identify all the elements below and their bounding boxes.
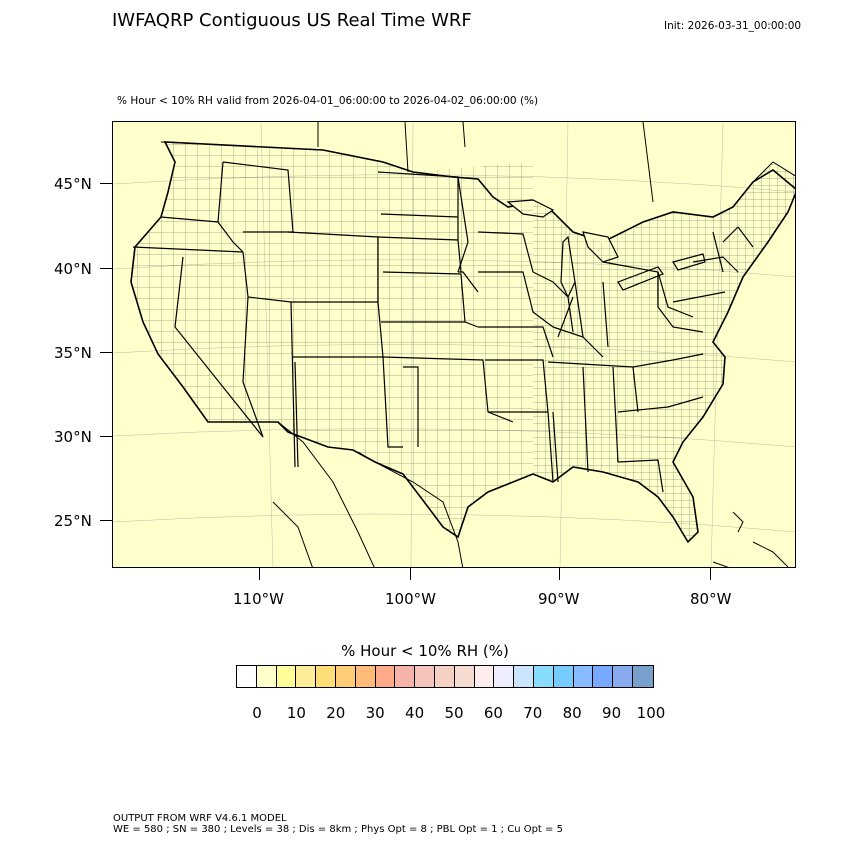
colorbar-title: % Hour < 10% RH (%) — [341, 642, 509, 660]
county-lines — [131, 142, 795, 542]
colorbar-box — [375, 666, 396, 687]
lon-label-80: 80°W — [690, 590, 732, 608]
lat-tick — [100, 436, 112, 437]
colorbar-box — [474, 666, 495, 687]
colorbar — [236, 665, 654, 688]
colorbar-tick-label: 30 — [365, 704, 385, 722]
colorbar-box — [237, 666, 257, 687]
map-drawing — [113, 122, 795, 567]
colorbar-box — [613, 666, 633, 687]
colorbar-box — [632, 666, 653, 687]
colorbar-box — [573, 666, 594, 687]
us-map — [112, 121, 796, 568]
plot-title: IWFAQRP Contiguous US Real Time WRF — [112, 10, 472, 31]
colorbar-box — [256, 666, 277, 687]
colorbar-tick-label: 80 — [562, 704, 582, 722]
colorbar-box — [316, 666, 336, 687]
lat-tick — [100, 268, 112, 269]
colorbar-tick-label: 90 — [602, 704, 622, 722]
lat-label-30: 30°N — [54, 428, 92, 446]
lat-label-40: 40°N — [54, 260, 92, 278]
colorbar-tick-label: 0 — [252, 704, 262, 722]
lon-tick — [259, 568, 260, 580]
colorbar-box — [553, 666, 574, 687]
lat-tick — [100, 183, 112, 184]
colorbar-box — [355, 666, 376, 687]
colorbar-tick-label: 10 — [286, 704, 306, 722]
lat-label-45: 45°N — [54, 175, 92, 193]
colorbar-tick-label: 100 — [636, 704, 666, 722]
colorbar-box — [514, 666, 534, 687]
colorbar-box — [276, 666, 297, 687]
lon-label-100: 100°W — [385, 590, 436, 608]
colorbar-box — [494, 666, 515, 687]
lon-tick — [710, 568, 711, 580]
lat-tick — [100, 520, 112, 521]
model-info: OUTPUT FROM WRF V4.6.1 MODEL — [113, 813, 287, 824]
field-description: % Hour < 10% RH valid from 2026-04-01_06… — [117, 95, 539, 107]
colorbar-tick-label: 50 — [444, 704, 464, 722]
model-options: WE = 580 ; SN = 380 ; Levels = 38 ; Dis … — [113, 824, 563, 835]
lat-tick — [100, 352, 112, 353]
colorbar-box — [415, 666, 435, 687]
init-time: Init: 2026-03-31_00:00:00 — [664, 20, 802, 32]
colorbar-box — [533, 666, 554, 687]
colorbar-box — [335, 666, 356, 687]
lat-label-35: 35°N — [54, 344, 92, 362]
lon-tick — [410, 568, 411, 580]
colorbar-box — [593, 666, 614, 687]
lon-label-110: 110°W — [233, 590, 284, 608]
colorbar-box — [395, 666, 416, 687]
lon-label-90: 90°W — [538, 590, 580, 608]
islands — [712, 511, 789, 567]
colorbar-box — [434, 666, 455, 687]
colorbar-tick-label: 40 — [405, 704, 425, 722]
lat-label-25: 25°N — [54, 512, 92, 530]
colorbar-box — [454, 666, 475, 687]
colorbar-tick-label: 20 — [326, 704, 346, 722]
colorbar-box — [296, 666, 317, 687]
colorbar-tick-label: 70 — [523, 704, 543, 722]
colorbar-tick-label: 60 — [483, 704, 503, 722]
lon-tick — [559, 568, 560, 580]
